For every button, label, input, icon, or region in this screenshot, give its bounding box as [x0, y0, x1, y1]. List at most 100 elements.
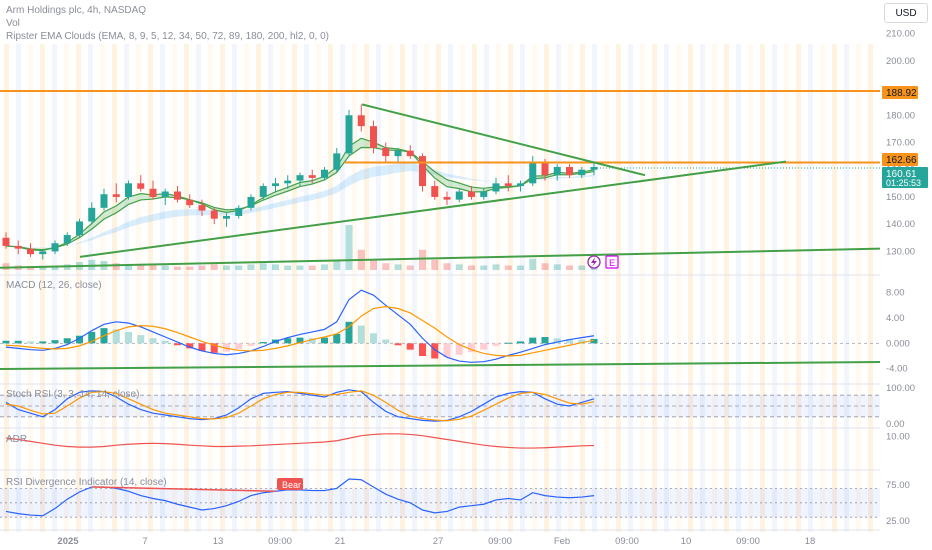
volume-bar: [149, 265, 157, 270]
session-stripe: [208, 44, 213, 532]
macd-histogram-bar: [112, 329, 120, 344]
bear-divergence-label: Bear: [277, 478, 303, 490]
candle-body: [27, 248, 34, 255]
macd-histogram-bar: [296, 337, 304, 344]
resistance-level-badge: 188.92: [882, 86, 918, 99]
session-stripe: [664, 44, 669, 532]
session-stripe: [4, 44, 9, 532]
macd-histogram-bar: [321, 337, 328, 344]
session-stripe: [616, 44, 621, 532]
session-stripe: [112, 44, 117, 532]
macd-histogram-bar: [27, 341, 34, 344]
session-stripe: [592, 44, 597, 532]
candle-body: [2, 237, 10, 246]
session-stripe: [220, 44, 225, 532]
symbol-title[interactable]: Arm Holdings plc, 4h, NASDAQ: [6, 5, 146, 16]
session-stripe: [376, 44, 381, 532]
candle-body: [455, 191, 463, 200]
macd-histogram-bar: [492, 343, 500, 346]
macd-histogram-bar: [529, 337, 537, 344]
session-stripe: [712, 44, 717, 532]
macd-histogram-bar: [553, 338, 561, 344]
macd-pane: 8.00 4.00 0.000 -4.00: [0, 288, 910, 375]
session-stripe: [124, 44, 129, 532]
macd-line: [5, 289, 595, 363]
currency-button[interactable]: USD: [884, 3, 928, 23]
session-stripe: [88, 44, 93, 532]
session-stripe: [328, 44, 333, 532]
macd-histogram-bar: [370, 333, 377, 344]
session-stripe: [448, 44, 453, 532]
volume-bar: [468, 265, 475, 270]
candle-body: [345, 115, 353, 154]
earnings-event-icon[interactable]: E: [605, 255, 619, 269]
macd-histogram-bar: [247, 343, 255, 346]
session-stripe: [676, 44, 681, 532]
session-stripe: [796, 44, 801, 532]
candle-body: [517, 183, 524, 187]
session-stripe: [760, 44, 765, 532]
price-axis[interactable]: 130.00140.00150.00160.00170.00180.00200.…: [886, 29, 915, 258]
session-stripe: [688, 44, 693, 532]
session-stripe: [76, 44, 81, 532]
session-stripe: [424, 44, 429, 532]
time-axis[interactable]: 2025 7 13 09:00 21 27 09:00 Feb 09:00 10 09:00 18: [57, 536, 815, 547]
candle-body: [296, 175, 304, 181]
session-stripe: [148, 44, 153, 532]
candle-body: [161, 191, 169, 197]
dividend-event-icon[interactable]: [587, 255, 601, 269]
macd-histogram-bar: [149, 338, 157, 344]
candle-body: [76, 221, 83, 236]
session-stripe: [808, 44, 813, 532]
session-stripe: [472, 44, 477, 532]
adr-pane: 10.00: [5, 431, 910, 449]
upper-trendline: [361, 103, 646, 177]
session-stripe: [352, 44, 357, 532]
volume-bar: [566, 265, 573, 270]
stoch-rsi-legend[interactable]: Stoch RSI (3, 3, 14, 14, close): [6, 389, 139, 400]
macd-histogram-bar: [284, 338, 292, 344]
volume-bar: [296, 265, 304, 270]
macd-histogram-bar: [468, 343, 475, 353]
session-stripe: [136, 44, 141, 532]
indicator-tick-label: 25.00: [886, 516, 910, 527]
volume-bar: [382, 263, 390, 270]
volume-bar: [247, 264, 255, 270]
time-tick-label: 09:00: [488, 536, 512, 547]
svg-text:162.66: 162.66: [886, 155, 917, 166]
volume-bar: [492, 264, 500, 270]
session-stripe: [832, 44, 837, 532]
volume-bar: [321, 264, 328, 270]
candle-body: [259, 186, 267, 197]
candle-body: [88, 207, 96, 222]
indicator-tick-label: 100.00: [886, 383, 915, 394]
candle-body: [321, 169, 328, 178]
session-stripe: [400, 44, 405, 532]
rsi-legend[interactable]: RSI Divergence Indicator (14, close): [6, 477, 167, 488]
candle-body: [443, 196, 451, 200]
stoch-d-line: [5, 390, 595, 422]
macd-histogram-bar: [308, 338, 316, 344]
candle-body: [541, 161, 549, 176]
adr-legend[interactable]: ADR: [6, 434, 27, 445]
macd-histogram-bar: [198, 343, 206, 351]
base-trendline: [0, 247, 881, 269]
svg-text:188.92: 188.92: [886, 88, 917, 99]
ema-clouds-legend[interactable]: Ripster EMA Clouds (EMA, 8, 9, 5, 12, 34…: [6, 31, 329, 42]
volume-bar: [174, 266, 181, 270]
macd-histogram-bar: [223, 343, 230, 352]
macd-histogram-bar: [566, 338, 573, 344]
volume-bar: [259, 263, 267, 270]
vol-legend[interactable]: Vol: [6, 18, 20, 29]
session-stripe: [28, 44, 33, 532]
macd-legend[interactable]: MACD (12, 26, close): [6, 280, 102, 291]
session-stripe: [856, 44, 861, 532]
session-stripe: [568, 44, 573, 532]
candle-body: [149, 188, 157, 197]
session-stripe: [16, 44, 21, 532]
indicator-tick-label: 4.00: [886, 313, 905, 324]
session-stripe: [316, 44, 321, 532]
session-stripe: [520, 44, 525, 532]
volume-bar: [223, 265, 230, 270]
